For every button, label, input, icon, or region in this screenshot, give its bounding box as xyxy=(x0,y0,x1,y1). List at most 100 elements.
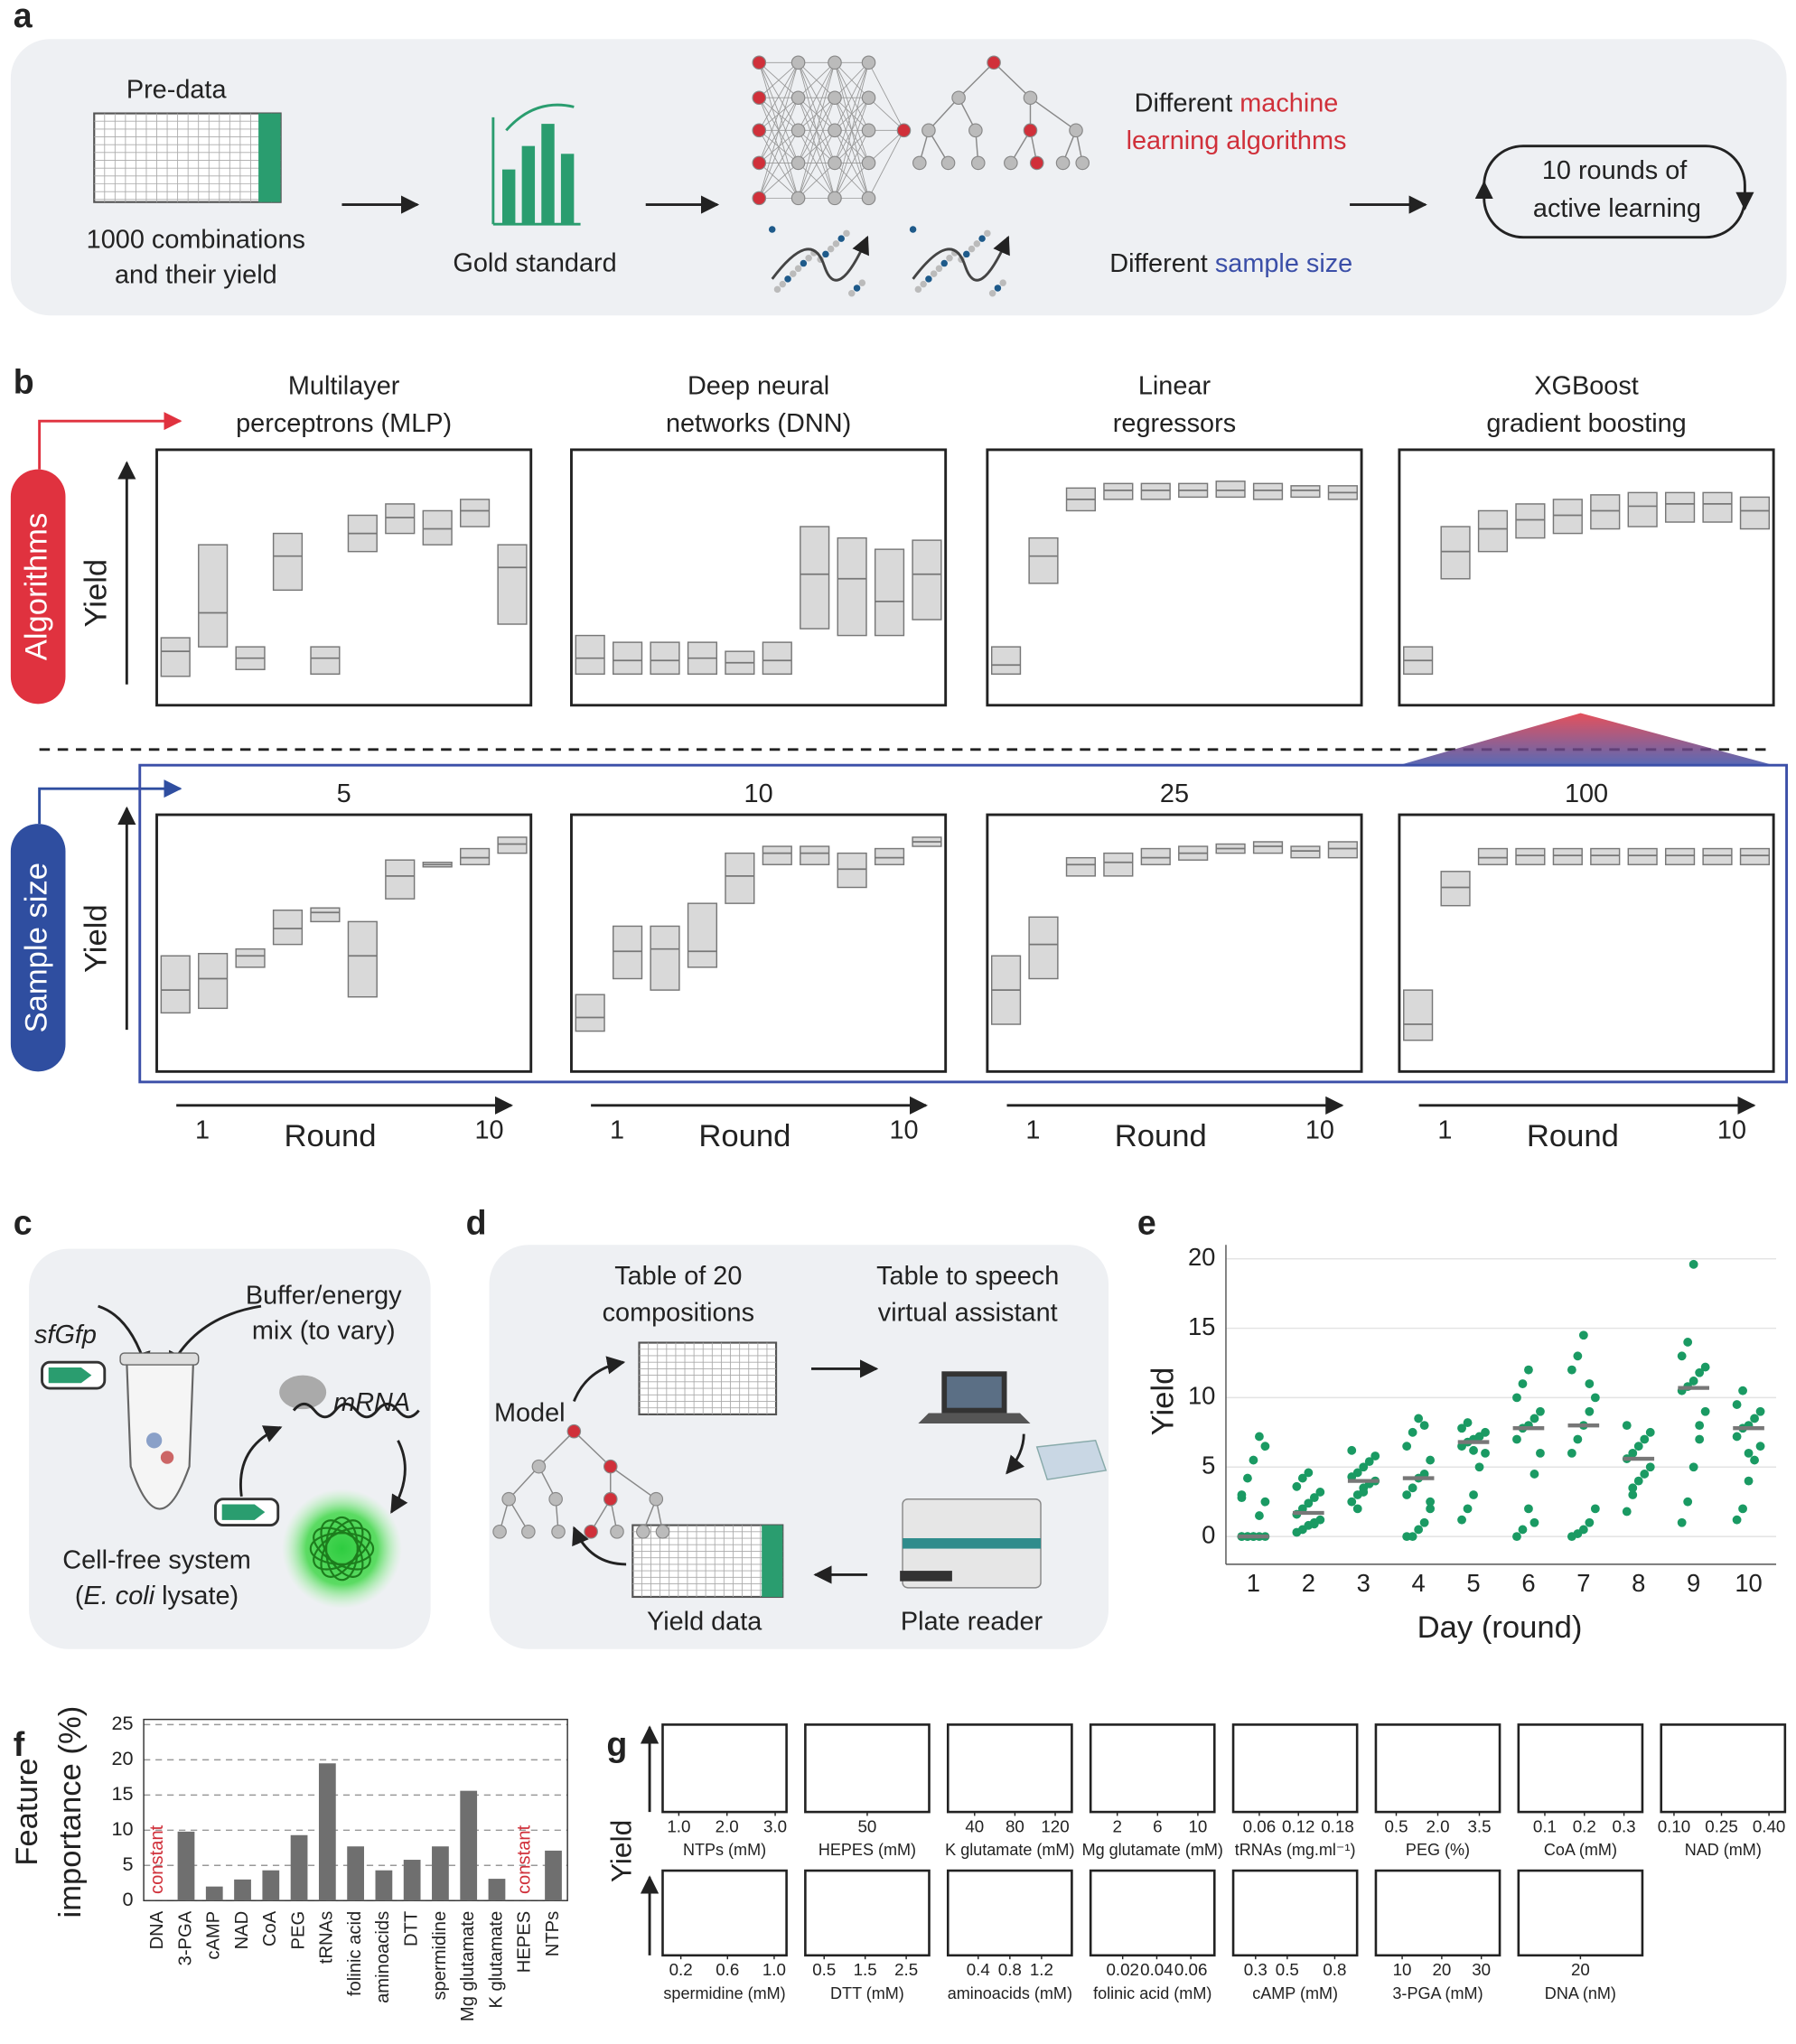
illustrations xyxy=(38,55,1789,1955)
x-label: NTPs (mM) xyxy=(683,1841,766,1859)
box xyxy=(272,532,304,592)
point xyxy=(1738,1504,1747,1514)
decoration xyxy=(918,1413,1031,1424)
point xyxy=(1700,1362,1710,1372)
text: (E. coli lysate) xyxy=(75,1582,239,1610)
x-tick-label: 120 xyxy=(1041,1816,1069,1835)
decoration xyxy=(752,155,767,171)
x-tick-label: 1 xyxy=(610,1115,624,1144)
decoration xyxy=(784,275,791,283)
text: lysate) xyxy=(154,1582,239,1610)
text: Yield data xyxy=(647,1607,762,1636)
decoration xyxy=(947,1377,1002,1408)
box xyxy=(1440,526,1471,580)
decoration xyxy=(572,1526,627,1566)
decoration xyxy=(758,62,799,163)
point xyxy=(1524,1504,1533,1514)
x-tick-label: Mg glutamate xyxy=(458,1911,478,2021)
point xyxy=(1585,1379,1595,1388)
x-label: folinic acid (mM) xyxy=(1093,1984,1211,2002)
panel-label: e xyxy=(1137,1204,1156,1242)
x-label: 3-PGA (mM) xyxy=(1392,1984,1483,2002)
text: virtual assistant xyxy=(878,1298,1058,1327)
text: Plate reader xyxy=(901,1607,1043,1636)
decoration xyxy=(958,61,995,98)
decoration xyxy=(501,1491,516,1507)
axis-label: importance (%) xyxy=(53,1706,88,1918)
box xyxy=(347,920,378,998)
bar xyxy=(488,1879,506,1901)
x-tick-label: 1.5 xyxy=(854,1960,877,1979)
decoration xyxy=(752,55,767,70)
box xyxy=(1028,537,1059,584)
decoration xyxy=(492,1525,507,1539)
decoration xyxy=(798,130,836,199)
bar xyxy=(347,1846,364,1901)
x-tick-label: 0.06 xyxy=(1174,1960,1208,1979)
point xyxy=(1414,1414,1424,1423)
decoration xyxy=(993,61,1031,98)
decoration xyxy=(292,1402,420,1419)
box xyxy=(1028,916,1059,980)
decoration xyxy=(325,1516,359,1582)
point xyxy=(1688,1259,1698,1269)
decoration xyxy=(320,1519,364,1578)
x-tick-label: 9 xyxy=(1687,1569,1700,1597)
point xyxy=(1474,1462,1484,1472)
decoration xyxy=(798,98,836,199)
decoration xyxy=(1006,1433,1025,1475)
y-tick-label: 5 xyxy=(1202,1451,1215,1479)
x-tick-label: 5 xyxy=(1466,1569,1480,1597)
decoration xyxy=(1075,155,1090,171)
box xyxy=(235,947,266,968)
point xyxy=(1309,1519,1319,1529)
x-tick-label: NAD xyxy=(232,1911,252,1950)
decoration xyxy=(828,55,842,70)
box xyxy=(874,847,905,865)
point xyxy=(1304,1468,1314,1478)
point xyxy=(1529,1470,1539,1479)
decoration xyxy=(93,112,282,203)
point xyxy=(1260,1497,1270,1507)
point xyxy=(1512,1434,1521,1444)
decoration xyxy=(834,98,869,199)
box xyxy=(1065,856,1097,877)
decoration xyxy=(636,1525,650,1539)
decoration xyxy=(531,1459,547,1474)
x-tick-label: 3.0 xyxy=(763,1816,787,1835)
box xyxy=(837,537,867,637)
decoration xyxy=(834,130,869,163)
decoration xyxy=(239,1425,283,1498)
x-tick-label: 1 xyxy=(195,1115,210,1144)
point xyxy=(1536,1406,1545,1416)
decoration xyxy=(790,191,806,206)
decoration xyxy=(773,285,781,294)
point xyxy=(1243,1473,1252,1483)
point xyxy=(1688,1377,1698,1386)
box xyxy=(725,852,755,904)
decoration xyxy=(752,123,767,138)
x-tick-label: 3.5 xyxy=(1467,1816,1491,1835)
axis-label: Round xyxy=(698,1119,790,1153)
decoration xyxy=(145,1433,163,1449)
x-label: DNA (nM) xyxy=(1545,1984,1616,2002)
point xyxy=(1370,1451,1380,1461)
point xyxy=(1352,1468,1362,1478)
point xyxy=(1738,1386,1747,1395)
point xyxy=(1536,1448,1545,1458)
x-tick-label: 1.2 xyxy=(1030,1960,1053,1979)
decoration xyxy=(768,226,776,233)
point xyxy=(1463,1418,1473,1427)
decoration xyxy=(560,154,575,225)
point xyxy=(1628,1448,1638,1458)
decoration xyxy=(912,155,927,171)
text: machine xyxy=(1239,89,1338,117)
panel-title: regressors xyxy=(1113,409,1236,438)
box xyxy=(1215,481,1246,499)
point xyxy=(1419,1517,1429,1527)
x-tick-label: 0.04 xyxy=(1140,1960,1174,1979)
decoration xyxy=(548,1491,563,1507)
text: Different machine xyxy=(1135,89,1339,117)
decoration xyxy=(282,1489,402,1609)
decoration xyxy=(868,62,904,131)
